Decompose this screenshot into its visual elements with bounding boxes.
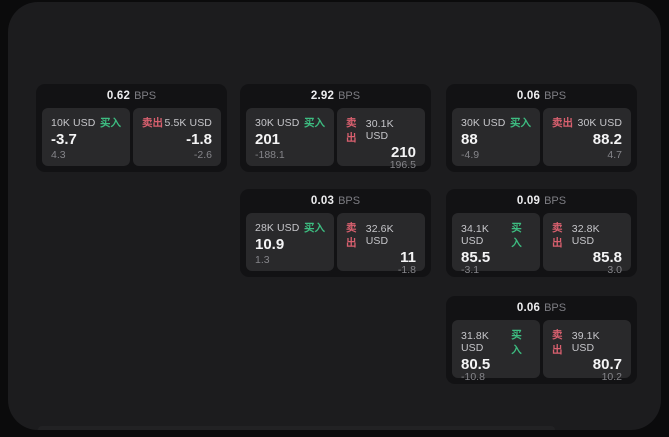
background-sheet-edge	[38, 426, 555, 430]
bps-value: 0.62	[106, 90, 131, 102]
buy-label: 买入	[100, 117, 121, 129]
buy-label: 买入	[304, 117, 325, 129]
bps-unit: BPS	[338, 195, 361, 207]
buy-amount: 10K USD	[51, 116, 96, 129]
bps-header: 0.06 BPS	[446, 84, 637, 108]
quote-card: 0.03 BPS 28K USD 买入 10.9 1.3 卖出 32.6K US…	[240, 189, 431, 277]
buy-label: 买入	[511, 329, 522, 356]
buy-amount: 28K USD	[255, 221, 300, 234]
sell-amount: 30.1K USD	[365, 118, 394, 142]
sell-tile[interactable]: 卖出 32.8K USD 85.8 3.0	[543, 213, 631, 275]
sell-label: 卖出	[552, 222, 563, 249]
buy-price: 85.5	[461, 249, 491, 266]
sell-amount: 32.8K USD	[571, 223, 600, 247]
sell-delta: 10.2	[601, 371, 622, 383]
sell-tile[interactable]: 卖出 32.6K USD 11 -1.8	[337, 213, 425, 275]
buy-price: 10.9	[255, 236, 285, 254]
bps-value: 2.92	[310, 90, 335, 102]
sell-tile[interactable]: 卖出 30.1K USD 210 196.5	[337, 108, 425, 170]
sell-tile[interactable]: 卖出 30K USD 88.2 4.7	[543, 108, 631, 166]
bps-unit: BPS	[338, 90, 361, 102]
buy-label: 买入	[511, 222, 522, 249]
buy-price: -3.7	[51, 131, 77, 149]
bps-unit: BPS	[544, 195, 567, 207]
buy-delta: -3.1	[461, 264, 480, 276]
sell-price: 85.8	[592, 249, 622, 266]
sell-tile[interactable]: 卖出 39.1K USD 80.7 10.2	[543, 320, 631, 382]
sell-amount: 30K USD	[577, 116, 622, 129]
buy-amount: 31.8K USD	[461, 330, 489, 354]
buy-amount: 34.1K USD	[461, 223, 489, 247]
buy-tile[interactable]: 28K USD 买入 10.9 1.3	[246, 213, 334, 271]
sell-label: 卖出	[552, 329, 563, 356]
sell-amount: 5.5K USD	[164, 116, 212, 129]
buy-delta: -188.1	[255, 148, 285, 161]
bps-value: 0.03	[310, 195, 335, 207]
bps-unit: BPS	[544, 90, 567, 102]
sell-delta: -1.8	[397, 264, 416, 276]
buy-tile[interactable]: 30K USD 买入 201 -188.1	[246, 108, 334, 166]
buy-tile[interactable]: 10K USD 买入 -3.7 4.3	[42, 108, 130, 166]
buy-tile[interactable]: 34.1K USD 买入 85.5 -3.1	[452, 213, 540, 275]
quote-card: 0.06 BPS 30K USD 买入 88 -4.9 卖出 30K USD 8…	[446, 84, 637, 172]
bps-unit: BPS	[544, 302, 567, 314]
buy-price: 88	[461, 131, 478, 149]
bps-header: 0.62 BPS	[36, 84, 227, 108]
sell-label: 卖出	[142, 117, 163, 129]
buy-delta: -4.9	[461, 148, 480, 161]
bps-unit: BPS	[134, 90, 157, 102]
sell-price: 210	[390, 144, 416, 161]
bps-header: 2.92 BPS	[240, 84, 431, 108]
sell-price: -1.8	[186, 131, 212, 149]
buy-label: 买入	[304, 222, 325, 234]
quote-card: 0.06 BPS 31.8K USD 买入 80.5 -10.8 卖出 39.1…	[446, 296, 637, 384]
buy-amount: 30K USD	[255, 116, 300, 129]
buy-amount: 30K USD	[461, 116, 506, 129]
sell-delta: 4.7	[607, 148, 622, 161]
quote-card: 0.62 BPS 10K USD 买入 -3.7 4.3 卖出 5.5K USD…	[36, 84, 227, 172]
quote-card: 0.09 BPS 34.1K USD 买入 85.5 -3.1 卖出 32.8K…	[446, 189, 637, 277]
sell-delta: -2.6	[193, 148, 212, 161]
sell-delta: 3.0	[607, 264, 622, 276]
sell-amount: 32.6K USD	[365, 223, 394, 247]
buy-delta: 1.3	[255, 253, 270, 266]
buy-price: 80.5	[461, 356, 491, 373]
sell-price: 11	[400, 249, 416, 266]
bps-value: 0.06	[516, 302, 541, 314]
buy-delta: -10.8	[461, 371, 485, 383]
sell-delta: 196.5	[389, 159, 416, 171]
bps-header: 0.03 BPS	[240, 189, 431, 213]
quote-card: 2.92 BPS 30K USD 买入 201 -188.1 卖出 30.1K …	[240, 84, 431, 172]
buy-delta: 4.3	[51, 148, 66, 161]
app-window: 0.62 BPS 10K USD 买入 -3.7 4.3 卖出 5.5K USD…	[8, 2, 661, 430]
sell-tile[interactable]: 卖出 5.5K USD -1.8 -2.6	[133, 108, 221, 166]
buy-tile[interactable]: 30K USD 买入 88 -4.9	[452, 108, 540, 166]
sell-label: 卖出	[552, 117, 573, 129]
buy-label: 买入	[510, 117, 531, 129]
sell-amount: 39.1K USD	[571, 330, 600, 354]
bps-value: 0.09	[516, 195, 541, 207]
buy-tile[interactable]: 31.8K USD 买入 80.5 -10.8	[452, 320, 540, 382]
sell-price: 80.7	[592, 356, 622, 373]
bps-value: 0.06	[516, 90, 541, 102]
bps-header: 0.06 BPS	[446, 296, 637, 320]
sell-label: 卖出	[346, 222, 357, 249]
sell-label: 卖出	[346, 117, 357, 144]
bps-header: 0.09 BPS	[446, 189, 637, 213]
buy-price: 201	[255, 131, 281, 149]
sell-price: 88.2	[592, 131, 622, 149]
